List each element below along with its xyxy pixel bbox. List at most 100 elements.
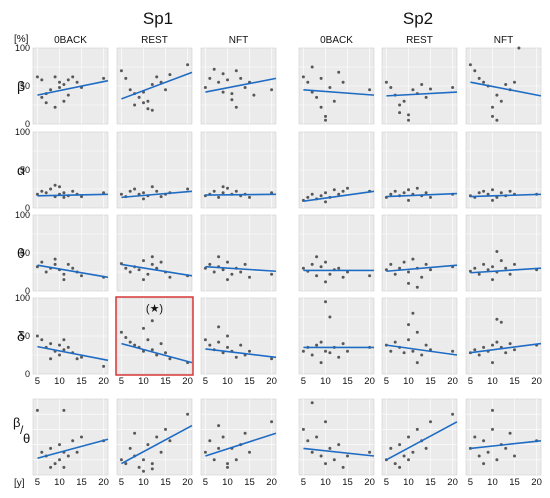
data-point	[319, 194, 323, 198]
x-tick-label: 5	[468, 477, 473, 488]
panel	[200, 47, 277, 125]
x-tick-label: 10	[487, 376, 498, 387]
fit-line	[303, 190, 375, 202]
data-point	[226, 78, 229, 82]
data-point	[491, 408, 494, 412]
data-point	[155, 435, 159, 439]
data-point	[495, 317, 499, 321]
data-point	[310, 353, 314, 357]
data-point	[324, 260, 327, 264]
row-label: β	[13, 415, 20, 430]
data-point	[168, 73, 172, 77]
data-point	[40, 450, 44, 454]
x-tick-label: 20	[364, 376, 375, 387]
data-point	[49, 465, 53, 469]
data-point	[319, 361, 323, 365]
data-point	[62, 338, 66, 342]
data-point	[142, 197, 145, 201]
x-tick-label: 20	[447, 477, 458, 488]
data-point	[328, 86, 332, 89]
data-point	[473, 266, 477, 270]
x-tick-label: 5	[119, 477, 124, 488]
data-point	[128, 446, 132, 450]
data-point	[212, 189, 216, 193]
data-point	[146, 99, 150, 103]
data-point	[337, 70, 341, 74]
y-tick-label: 100	[15, 293, 30, 303]
data-point	[337, 443, 341, 447]
data-point	[150, 255, 154, 259]
data-point	[62, 272, 66, 276]
x-tick-label: 10	[54, 477, 65, 488]
data-point	[495, 93, 499, 97]
data-point	[513, 454, 516, 458]
panel	[200, 297, 277, 375]
data-point	[415, 186, 419, 190]
panel	[381, 131, 458, 209]
data-point	[159, 260, 163, 264]
data-point	[389, 446, 393, 450]
data-point	[203, 86, 207, 89]
fit-line	[37, 345, 109, 362]
data-point	[146, 443, 150, 447]
data-point	[208, 343, 212, 347]
data-point	[80, 355, 83, 359]
x-tick-label: 10	[54, 376, 65, 387]
fit-line	[470, 440, 542, 450]
data-point	[137, 95, 141, 99]
fit-line	[386, 264, 458, 273]
fit-line	[205, 432, 277, 457]
fit-line	[205, 265, 277, 273]
panel	[381, 297, 458, 375]
data-point	[164, 88, 167, 92]
data-point	[319, 76, 323, 80]
data-point	[499, 259, 503, 263]
data-point	[495, 340, 499, 344]
data-point	[482, 345, 486, 349]
panel	[298, 131, 375, 209]
data-point	[491, 278, 494, 282]
data-point	[473, 435, 477, 439]
panel	[200, 131, 277, 209]
data-point	[424, 343, 428, 347]
fit-line	[121, 342, 193, 364]
data-point	[315, 95, 319, 99]
panel-grid: 0BACK REST NFT 0BACK REST NFTβ050100α050100θ0…	[13, 35, 542, 488]
data-point	[420, 353, 424, 357]
data-point	[208, 262, 212, 266]
data-point	[40, 189, 44, 193]
data-point	[499, 320, 503, 324]
data-point	[486, 450, 490, 454]
data-point	[217, 446, 221, 450]
data-point	[473, 69, 477, 73]
data-point	[40, 260, 44, 264]
y-tick-label: 0	[25, 203, 30, 213]
data-point	[451, 349, 455, 353]
x-tick-label: 5	[384, 477, 389, 488]
data-point	[49, 342, 53, 346]
data-point	[80, 435, 83, 439]
group-title-sp2: Sp2	[403, 9, 433, 28]
panel	[298, 297, 375, 375]
data-point	[124, 76, 128, 80]
data-point	[270, 272, 274, 276]
data-point	[49, 88, 53, 92]
fit-line	[386, 344, 458, 356]
data-point	[491, 265, 494, 269]
data-point	[150, 83, 154, 86]
panel	[298, 398, 375, 476]
x-tick-label: 10	[138, 477, 149, 488]
data-point	[315, 255, 319, 259]
data-point	[415, 285, 419, 289]
x-tick-label: 10	[320, 477, 331, 488]
fit-line	[37, 438, 109, 460]
data-point	[221, 435, 225, 439]
data-point	[58, 86, 61, 89]
x-tick-label: 15	[76, 477, 87, 488]
data-point	[142, 278, 145, 282]
fit-line	[470, 193, 542, 198]
data-point	[53, 105, 57, 109]
data-point	[504, 446, 508, 450]
panel	[381, 214, 458, 292]
data-point	[324, 114, 327, 118]
